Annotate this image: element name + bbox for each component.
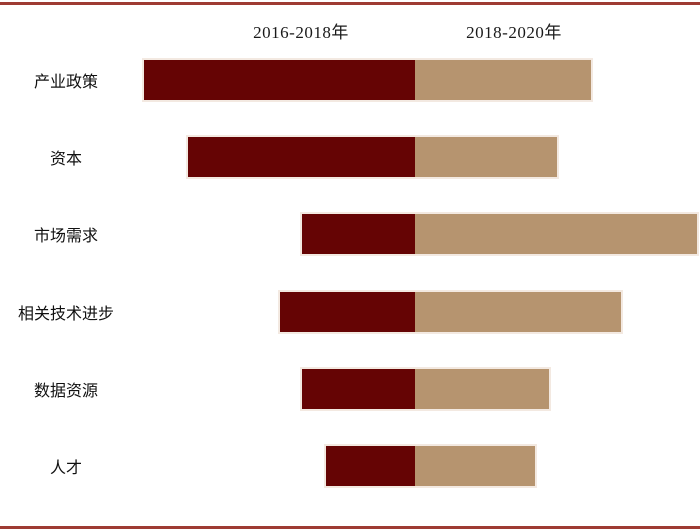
bar-segment-2018-2020 [415,60,591,100]
bar-segment-2018-2020 [415,369,549,409]
bar-row: 产业政策 [0,58,700,102]
bar-row: 市场需求 [0,212,700,256]
top-rule [0,2,700,5]
bar-segment-2016-2018 [326,446,415,486]
series1-header: 2016-2018年 [253,23,349,42]
category-label: 相关技术进步 [17,306,114,323]
bar-segment-2018-2020 [415,214,697,254]
category-label: 产业政策 [33,74,98,91]
category-label: 人才 [49,460,82,477]
bar-row: 人才 [0,444,700,488]
bar-group [278,290,623,334]
category-label: 数据资源 [33,383,98,400]
bottom-rule [0,526,700,529]
bar-group [186,135,559,179]
bar-segment-2016-2018 [302,369,415,409]
bar-segment-2016-2018 [302,214,415,254]
bar-segment-2016-2018 [188,137,415,177]
bar-row: 相关技术进步 [0,290,700,334]
bar-segment-2018-2020 [415,292,621,332]
series2-header: 2018-2020年 [466,23,562,42]
bar-segment-2018-2020 [415,446,535,486]
bar-group [142,58,593,102]
bar-segment-2016-2018 [280,292,415,332]
bar-group [300,212,699,256]
category-label: 资本 [49,151,82,168]
bar-row: 资本 [0,135,700,179]
bar-segment-2016-2018 [144,60,415,100]
bar-group [324,444,537,488]
bar-segment-2018-2020 [415,137,557,177]
category-label: 市场需求 [33,228,98,245]
bar-group [300,367,551,411]
bar-row: 数据资源 [0,367,700,411]
